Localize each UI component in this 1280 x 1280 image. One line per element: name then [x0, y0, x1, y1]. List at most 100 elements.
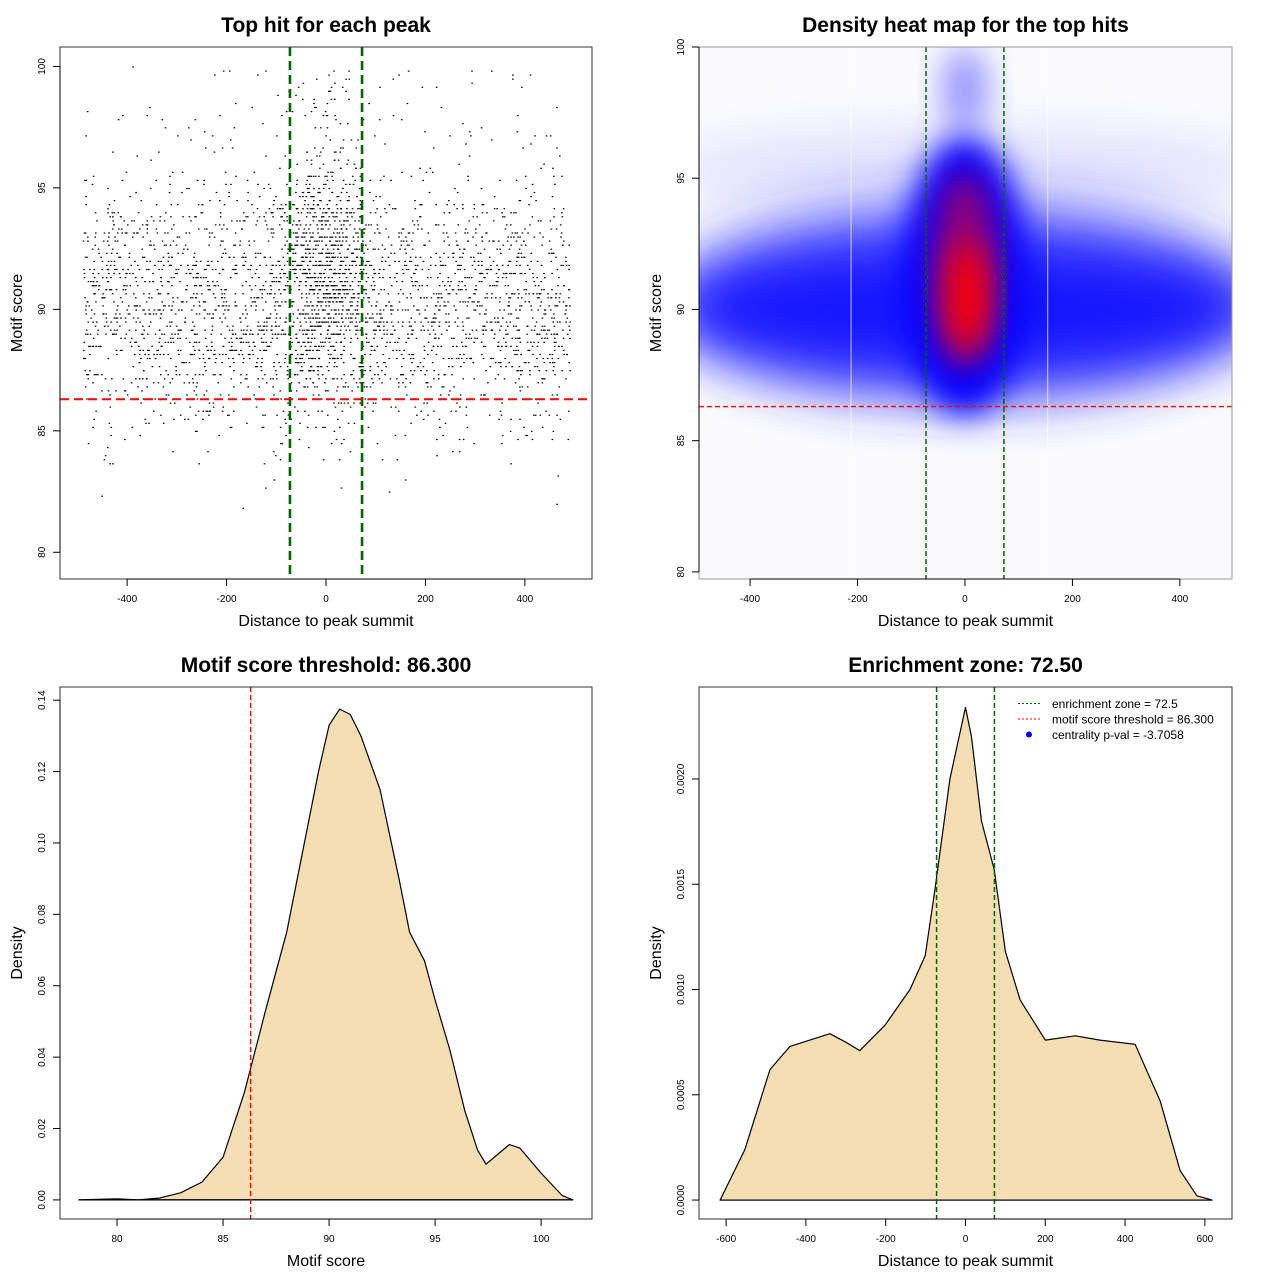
- scatter-point: [552, 252, 554, 254]
- scatter-point: [299, 370, 302, 372]
- scatter-point: [202, 374, 204, 376]
- scatter-point: [345, 293, 348, 295]
- scatter-point: [315, 240, 318, 242]
- scatter-point: [335, 240, 337, 242]
- scatter-point: [309, 232, 311, 234]
- scatter-point: [291, 248, 294, 250]
- scatter-point: [254, 309, 257, 311]
- scatter-point: [509, 321, 512, 323]
- scatter-point: [327, 220, 330, 222]
- scatter-point: [203, 183, 205, 185]
- scatter-point: [284, 301, 287, 303]
- scatter-point: [394, 398, 397, 400]
- scatter-point: [528, 293, 530, 295]
- scatter-point: [240, 374, 242, 376]
- scatter-point: [314, 357, 316, 360]
- scatter-point: [169, 244, 172, 246]
- scatter-point: [417, 289, 419, 291]
- scatter-point: [169, 264, 172, 266]
- scatter-point: [561, 175, 563, 177]
- scatter-point: [453, 386, 455, 388]
- scatter-point: [265, 349, 268, 351]
- x-tick-label: -400: [117, 594, 137, 605]
- scatter-point: [193, 341, 196, 343]
- scatter-point: [217, 285, 220, 287]
- scatter-point: [341, 309, 344, 311]
- scatter-point: [468, 277, 471, 279]
- scatter-point: [239, 341, 242, 343]
- scatter-point: [357, 285, 360, 287]
- scatter-point: [395, 272, 398, 275]
- scatter-point: [314, 281, 316, 283]
- scatter-point: [383, 325, 385, 327]
- scatter-point: [430, 297, 433, 299]
- scatter-point: [149, 240, 152, 242]
- scatter-point: [305, 256, 307, 258]
- scatter-point: [310, 111, 313, 113]
- scatter-point: [155, 313, 158, 315]
- scatter-point: [332, 333, 335, 335]
- scatter-point: [269, 272, 271, 275]
- scatter-point: [301, 366, 303, 368]
- scatter-point: [414, 264, 417, 266]
- scatter-point: [394, 406, 397, 408]
- scatter-point: [400, 353, 403, 356]
- scatter-point: [350, 305, 352, 307]
- scatter-point: [251, 204, 253, 206]
- scatter-point: [304, 281, 307, 283]
- scatter-point: [309, 325, 312, 327]
- scatter-point: [171, 321, 173, 323]
- scatter-point: [195, 414, 197, 416]
- scatter-point: [339, 329, 342, 331]
- scatter-point: [114, 268, 116, 271]
- scatter-point: [320, 277, 322, 279]
- scatter-point: [433, 337, 436, 339]
- x-tick-label: 200: [417, 594, 434, 605]
- scatter-point: [288, 325, 291, 327]
- scatter-point: [443, 285, 446, 287]
- scatter-point: [148, 349, 150, 351]
- scatter-point: [327, 264, 329, 266]
- scatter-point: [196, 179, 199, 181]
- scatter-point: [369, 386, 372, 388]
- scatter-point: [481, 353, 483, 356]
- scatter-point: [93, 293, 96, 295]
- scatter-point: [404, 260, 407, 262]
- scatter-point: [336, 248, 339, 250]
- scatter-point: [332, 285, 335, 287]
- scatter-point: [432, 345, 435, 347]
- scatter-point: [482, 357, 485, 360]
- scatter-point: [402, 321, 404, 323]
- scatter-point: [548, 329, 551, 331]
- scatter-point: [233, 362, 235, 364]
- scatter-point: [177, 135, 179, 137]
- scatter-point: [395, 349, 398, 351]
- scatter-point: [333, 70, 335, 72]
- scatter-point: [156, 289, 159, 291]
- scatter-point: [308, 191, 311, 194]
- scatter-point: [175, 268, 177, 271]
- scatter-point: [374, 349, 376, 351]
- scatter-point: [393, 252, 396, 254]
- scatter-point: [374, 232, 376, 234]
- scatter-point: [310, 236, 313, 238]
- scatter-point: [360, 349, 363, 351]
- scatter-point: [214, 74, 216, 76]
- scatter-point: [402, 357, 405, 360]
- scatter-point: [316, 305, 318, 307]
- scatter-point: [155, 204, 158, 206]
- scatter-point: [322, 281, 325, 283]
- scatter-point: [173, 224, 175, 226]
- scatter-point: [201, 204, 204, 206]
- scatter-point: [327, 171, 329, 173]
- scatter-point: [371, 313, 374, 315]
- scatter-point: [322, 297, 325, 299]
- scatter-point: [464, 277, 466, 279]
- scatter-point: [221, 410, 224, 412]
- scatter-point: [226, 228, 228, 230]
- scatter-point: [378, 277, 381, 279]
- scatter-point: [507, 236, 509, 238]
- scatter-point: [491, 293, 493, 295]
- scatter-point: [446, 204, 448, 206]
- scatter-point: [230, 337, 233, 339]
